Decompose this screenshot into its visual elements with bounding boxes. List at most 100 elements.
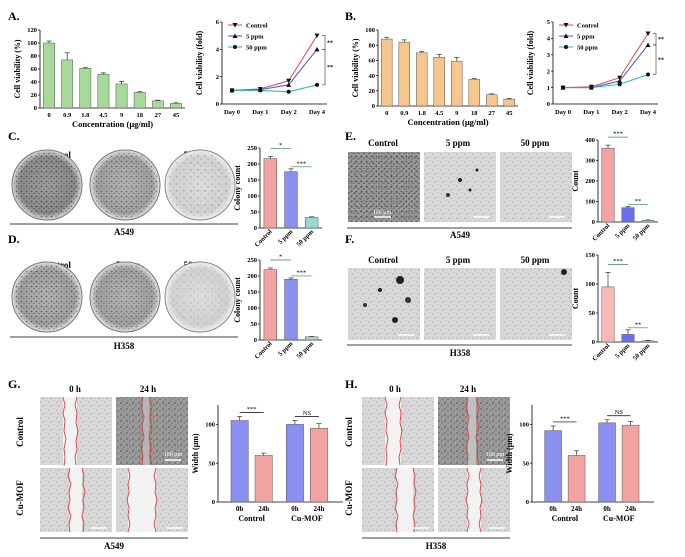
significance-label: ** [635,321,642,328]
y-tick-label: 4 [216,47,220,54]
x-tick-label: 9 [455,110,459,117]
y-tick-label: 120 [27,27,37,34]
y-tick-label: 100 [205,422,215,429]
x-tick-label: 24h [314,505,325,513]
bar [284,171,298,229]
y-tick-label: 3 [547,52,551,59]
x-tick-label: 5 ppm [614,342,632,360]
chart-a-growth-lines: 0 2 4 6 Cell viability (fold) Day 0 Day 1 Day 2… [195,19,333,116]
y-tick-label: 150 [247,289,257,296]
x-tick-label: 1.8 [81,112,90,119]
panel-label-a: A. [8,9,20,23]
significance-label: ** [327,41,333,47]
x-tick-label: 27 [155,112,162,119]
series-line [232,84,318,93]
cell-line-label: H358 [114,341,135,351]
y-tick-label: 40 [31,79,38,86]
y-tick-label: 400 [585,137,595,144]
y-axis-label: Width (μm) [505,433,514,474]
bar [151,100,164,109]
bar [486,94,498,107]
y-tick-label: 2 [216,74,219,81]
bar [601,286,615,343]
bar [416,52,428,107]
bar [170,103,182,109]
bar [286,424,304,503]
y-tick-label: 150 [585,252,595,259]
y-tick-label: 50 [251,321,258,328]
y-axis-label: Cell viability (fold) [195,30,204,95]
transwell-image-control [348,268,420,340]
condition-label: 50 ppm [521,255,550,265]
y-tick-label: 0 [254,225,257,232]
y-axis-label: Colony count [233,277,242,323]
time-label: 0 h [69,384,81,394]
x-tick-label: 24h [258,505,269,513]
significance-label: *** [247,406,257,413]
bar [310,428,328,503]
y-tick-label: 0 [547,101,550,108]
marker [232,33,238,38]
significance-label: ** [658,37,664,43]
x-tick-label: 1.8 [418,110,427,117]
scale-bar-label: 100 μm [486,452,505,458]
x-tick-label: Day 2 [281,109,297,116]
y-tick-label: 200 [585,178,595,185]
bar [97,73,110,109]
marker [563,23,569,28]
bar [621,207,635,223]
x-tick-label: 5 ppm [614,222,632,240]
y-tick-label: 5 [547,19,551,26]
x-tick-label: Day 4 [640,109,657,116]
significance-label: *** [296,269,306,276]
transwell-images-h358: Control 5 ppm 50 ppm H358 [347,255,572,358]
bar [263,158,277,229]
y-tick-label: 100 [519,422,529,429]
bar [133,92,146,109]
condition-label: 5 ppm [446,138,471,148]
chart-b-viability-bars: 0 20 40 60 80 100 Cell viability (%) 0 0.9 1.8 4.5… [351,27,518,127]
wound-images-h358: 0 h 24 h Control Cu-MOF 100 μm H358 [344,384,510,551]
time-label: 24 h [140,384,156,394]
y-tick-label: 1 [547,85,550,92]
x-tick-label: Day 0 [555,109,571,116]
condition-label: 5 ppm [446,255,471,265]
x-tick-label: 0h [549,505,557,513]
y-tick-label: 50 [523,460,530,467]
bar [544,430,562,503]
marker [617,75,623,81]
marker [314,46,320,52]
colony-dishes-h358: Control 5 ppm 50 ppm H358 [10,260,238,351]
marker [315,82,319,87]
marker [617,78,623,84]
marker [645,31,651,36]
x-tick-label: 5 ppm [277,228,295,246]
y-tick-label: 0 [372,103,375,110]
marker [617,82,622,87]
y-tick-label: 2 [547,68,550,75]
y-tick-label: 250 [247,145,257,152]
y-tick-label: 0 [212,499,215,506]
panel-label-b: B. [345,9,356,23]
legend-label: 50 ppm [577,45,598,52]
significance-bracket [322,35,326,50]
x-tick-label: 45 [506,110,513,117]
bar [451,60,463,107]
y-tick-label: 50 [251,209,258,216]
bar [398,41,410,107]
row-label: Cu-MOF [15,480,25,516]
group-label: Cu-MOF [291,514,323,523]
x-tick-label: 27 [489,110,496,117]
x-tick-label: 0.9 [63,112,72,119]
cell-line-label: A549 [450,230,470,240]
y-axis-label: Count [571,170,580,192]
y-axis-label: Cell viability (%) [13,39,22,98]
x-tick-label: 0 [47,112,50,119]
significance-label: NS [303,410,312,417]
bar [61,59,74,109]
group-label: Control [238,514,265,523]
group-label: Control [552,514,579,523]
y-tick-label: 40 [369,73,376,80]
x-tick-label: 24h [571,505,582,513]
y-tick-label: 100 [247,305,257,312]
